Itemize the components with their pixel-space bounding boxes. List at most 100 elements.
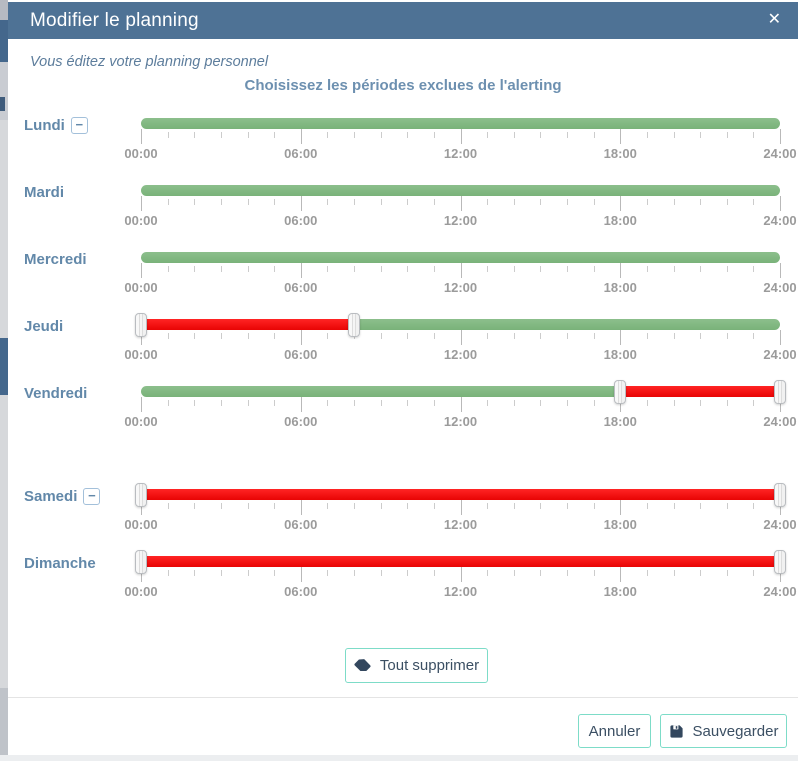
tick-mark-minor <box>194 503 196 509</box>
delete-all-button[interactable]: Tout supprimer <box>345 648 488 683</box>
tick-mark-minor <box>220 503 222 509</box>
slider-track <box>141 185 780 196</box>
time-range-slider[interactable]: 00:00 06:00 12:00 18:00 24:00 <box>124 378 797 445</box>
slider-handle[interactable] <box>135 483 147 507</box>
tick-label: 24:00 <box>763 280 797 295</box>
days-list: Lundi −00:00 06:00 12:00 18:00 24:00 Mardi 00:0… <box>8 110 798 615</box>
cancel-button[interactable]: Annuler <box>578 714 651 748</box>
save-button[interactable]: Sauvegarder <box>660 714 787 748</box>
collapse-day-icon[interactable]: − <box>70 116 88 134</box>
slider-track <box>141 386 780 397</box>
tick-mark-minor <box>753 570 755 576</box>
tick-mark-minor <box>433 266 435 272</box>
tick-mark-minor <box>567 132 568 138</box>
day-row: Samedi − 00:00 06:00 12:00 18:00 24:00 <box>8 481 798 548</box>
close-icon[interactable]: ✕ <box>767 11 781 28</box>
tick-label: 06:00 <box>284 414 318 429</box>
slider-segment-green <box>141 185 780 196</box>
tick-mark-minor <box>753 400 755 406</box>
time-range-slider[interactable]: 00:00 06:00 12:00 18:00 24:00 <box>124 548 797 615</box>
tick-mark-minor <box>407 570 409 576</box>
tick-mark-minor <box>327 400 329 406</box>
tick-mark-major <box>620 129 622 144</box>
tick-mark-minor <box>433 400 435 406</box>
tick-mark-minor <box>274 570 276 576</box>
tick-mark-minor <box>354 400 355 406</box>
tick-mark-minor <box>433 132 435 138</box>
day-row: Mardi 00:00 06:00 12:00 18:00 24:00 <box>8 177 798 244</box>
tick-mark-minor <box>407 400 409 406</box>
slider-track <box>141 319 780 330</box>
tick-mark-minor <box>274 132 276 138</box>
tick-mark-minor <box>753 503 755 509</box>
background-fragment <box>0 688 8 761</box>
tick-mark-minor <box>354 503 355 509</box>
tick-mark-minor <box>673 266 675 272</box>
time-range-slider[interactable]: 00:00 06:00 12:00 18:00 24:00 <box>124 311 797 378</box>
tick-label: 00:00 <box>124 517 158 532</box>
tick-mark-minor <box>167 503 169 509</box>
tick-mark-minor <box>726 132 728 138</box>
tick-mark-minor <box>513 266 515 272</box>
tick-label: 24:00 <box>763 414 797 429</box>
tick-mark-minor <box>540 266 542 272</box>
tick-mark-minor <box>673 199 675 205</box>
tick-mark-minor <box>327 199 329 205</box>
tick-label: 00:00 <box>124 414 158 429</box>
tick-mark-minor <box>646 266 648 272</box>
slider-handle[interactable] <box>135 550 147 574</box>
tick-mark-major <box>780 196 781 211</box>
tick-label: 12:00 <box>443 347 478 362</box>
day-label: Vendredi <box>24 384 88 402</box>
slider-handle[interactable] <box>774 550 786 574</box>
background-fragment <box>0 62 8 120</box>
time-range-slider[interactable]: 00:00 06:00 12:00 18:00 24:00 <box>124 481 797 548</box>
time-range-slider[interactable]: 00:00 06:00 12:00 18:00 24:00 <box>124 177 797 244</box>
tick-mark-minor <box>167 570 169 576</box>
time-range-slider[interactable]: 00:00 06:00 12:00 18:00 24:00 <box>124 110 797 177</box>
edit-planning-modal: Modifier le planning ✕ Vous éditez votre… <box>8 0 798 755</box>
tick-mark-minor <box>407 132 409 138</box>
tick-mark-major <box>620 330 622 345</box>
tick-mark-minor <box>167 266 169 272</box>
tick-mark-minor <box>220 570 222 576</box>
section-title: Choisissez les périodes exclues de l'ale… <box>244 77 562 94</box>
tick-mark-minor <box>274 400 276 406</box>
tick-label: 12:00 <box>443 584 478 599</box>
tick-mark-minor <box>487 400 489 406</box>
slider-segment-green <box>141 252 780 263</box>
tick-mark-minor <box>513 333 515 339</box>
tick-mark-minor <box>646 570 648 576</box>
tick-mark-major <box>141 397 142 412</box>
tick-mark-minor <box>407 333 409 339</box>
slider-handle[interactable] <box>774 380 786 404</box>
tick-mark-major <box>460 567 462 582</box>
slider-handle[interactable] <box>347 313 360 337</box>
tick-mark-minor <box>593 400 595 406</box>
slider-segment-red <box>141 319 354 330</box>
slider-segment-green <box>354 319 780 330</box>
tick-mark-minor <box>540 570 542 576</box>
slider-handle[interactable] <box>614 380 627 404</box>
tick-mark-minor <box>380 400 382 406</box>
tick-mark-major <box>780 129 781 144</box>
tick-mark-minor <box>407 266 409 272</box>
tick-mark-major <box>141 196 142 211</box>
tick-mark-minor <box>646 333 648 339</box>
tick-mark-minor <box>567 503 568 509</box>
slider-handle[interactable] <box>135 313 147 337</box>
tick-mark-minor <box>513 199 515 205</box>
tick-mark-minor <box>593 503 595 509</box>
tick-mark-minor <box>220 400 222 406</box>
slider-handle[interactable] <box>774 483 786 507</box>
tick-label: 12:00 <box>443 213 478 228</box>
tick-label: 24:00 <box>763 347 797 362</box>
tick-mark-minor <box>726 199 728 205</box>
time-range-slider[interactable]: 00:00 06:00 12:00 18:00 24:00 <box>124 244 797 311</box>
collapse-day-icon[interactable]: − <box>83 487 101 505</box>
tick-mark-minor <box>274 333 276 339</box>
tick-mark-minor <box>247 400 249 406</box>
tick-mark-major <box>300 263 302 278</box>
tick-label: 06:00 <box>284 584 318 599</box>
